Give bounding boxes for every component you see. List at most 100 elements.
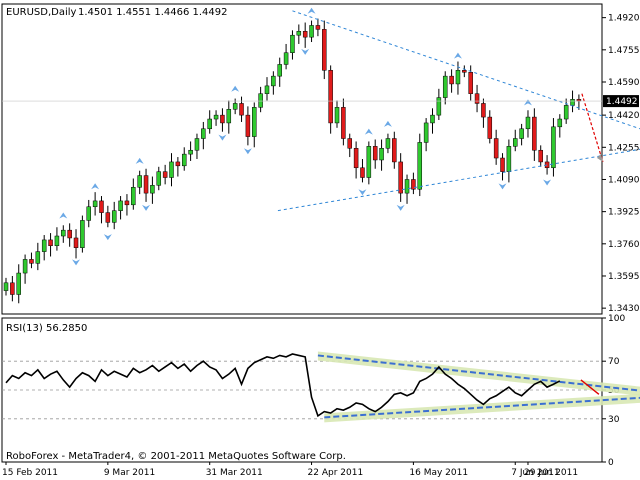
candle	[481, 98, 486, 128]
candle-body	[181, 153, 187, 167]
fractal-up-icon	[135, 157, 144, 164]
candle-body	[398, 161, 403, 194]
candle-body	[532, 116, 537, 151]
candle-body	[264, 85, 270, 94]
candle	[411, 172, 416, 195]
candle-body	[80, 220, 85, 248]
candle-body	[283, 52, 289, 65]
candle-body	[474, 93, 480, 104]
candle-body	[468, 71, 473, 94]
candle	[194, 133, 200, 159]
candle-body	[232, 103, 238, 110]
candle	[29, 252, 34, 269]
candle-body	[105, 212, 111, 223]
candle-body	[61, 229, 66, 237]
candle-body	[334, 107, 340, 124]
candle	[557, 114, 563, 138]
candle-body	[213, 114, 219, 120]
candle-body	[481, 103, 486, 118]
candle-body	[290, 34, 295, 53]
symbol-header: EURUSD,Daily	[6, 7, 77, 18]
rsi-channel	[317, 351, 640, 423]
candle-body	[455, 70, 461, 85]
candle-body	[322, 29, 327, 71]
candle	[80, 215, 85, 253]
candle	[442, 71, 448, 105]
candle	[309, 20, 314, 43]
candle-body	[512, 138, 518, 147]
candle	[67, 223, 72, 247]
candle	[500, 153, 505, 181]
candle	[385, 133, 391, 154]
candle	[366, 141, 372, 185]
candle	[226, 100, 232, 134]
candle-body	[506, 146, 512, 172]
candle-body	[372, 146, 378, 161]
rsi-tick-label: 0	[608, 458, 614, 468]
rsi-panel: 1007050300 RSI(13) 56.2850 RoboForex - M…	[1, 314, 640, 468]
candle	[315, 18, 321, 37]
candle	[258, 86, 263, 113]
candle	[175, 157, 181, 177]
candle-body	[392, 138, 397, 163]
time-tick-label: 9 Mar 2011	[104, 468, 155, 478]
fractals	[59, 7, 552, 266]
candle-body	[296, 31, 302, 36]
candle-body	[162, 171, 168, 178]
ohlc-header: 1.4501 1.4551 1.4466 1.4492	[78, 7, 228, 18]
candle	[322, 20, 327, 80]
candle-body	[347, 138, 352, 149]
rsi-channel-lower-line	[324, 396, 640, 419]
candle-body	[175, 161, 181, 167]
candle	[449, 69, 454, 93]
candle-body	[442, 75, 448, 98]
candle	[283, 43, 289, 70]
candle-body	[252, 107, 257, 137]
candle-body	[360, 167, 365, 178]
candle-body	[341, 107, 346, 139]
candle	[360, 159, 365, 183]
candle-body	[143, 175, 149, 194]
candle-body	[22, 259, 28, 274]
candle-body	[557, 118, 563, 128]
rsi-line	[5, 353, 561, 418]
triangle-pattern	[277, 10, 640, 212]
candle	[3, 277, 9, 296]
candle-body	[201, 128, 206, 139]
candle-body	[404, 179, 410, 194]
candle-body	[67, 229, 72, 239]
fractal-down-icon	[543, 179, 552, 186]
candle	[131, 178, 136, 210]
candle-body	[245, 114, 251, 137]
candle-body	[188, 149, 193, 155]
candle	[124, 194, 130, 216]
candle-body	[544, 161, 550, 169]
candle	[341, 98, 346, 146]
candle-body	[309, 25, 314, 38]
candle	[551, 118, 556, 177]
rsi-levels	[2, 360, 602, 420]
candle	[532, 108, 537, 161]
candle	[245, 106, 251, 146]
price-tick-label: 1.4755	[608, 46, 640, 56]
candle	[137, 170, 142, 195]
rsi-channel-upper-line	[317, 354, 640, 392]
candle	[54, 227, 60, 251]
candle-body	[417, 142, 423, 190]
candle	[207, 110, 212, 134]
candle	[181, 147, 187, 171]
price-tick-label: 1.3925	[608, 208, 640, 218]
fractal-up-icon	[231, 85, 240, 92]
candle-body	[226, 109, 232, 124]
candle-body	[462, 70, 467, 73]
candle-body	[239, 103, 244, 116]
candle	[487, 110, 493, 144]
rsi-header: RSI(13) 56.2850	[6, 323, 87, 334]
candle-body	[118, 200, 123, 211]
candle	[512, 129, 518, 152]
candle	[252, 102, 257, 148]
rsi-polyline	[5, 353, 561, 418]
candle-body	[551, 126, 556, 169]
candle	[201, 121, 206, 150]
candle-body	[519, 128, 524, 139]
